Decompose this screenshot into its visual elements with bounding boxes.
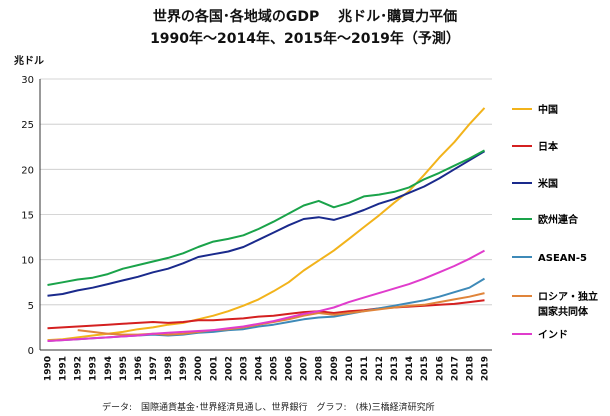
legend-label-usa: 米国 — [538, 177, 558, 190]
x-tick-label: 2008 — [315, 356, 325, 381]
chart-title: 世界の各国･各地域のGDP 兆ドル･購買力平価 — [152, 9, 458, 25]
x-tick-label: 1995 — [119, 356, 129, 381]
legend-label-japan: 日本 — [538, 140, 559, 153]
x-tick-label: 2018 — [465, 356, 475, 381]
x-tick-label: 2002 — [224, 356, 234, 381]
series-lines — [47, 107, 486, 342]
x-tick-label: 1994 — [104, 356, 114, 381]
gridlines — [39, 78, 492, 351]
legend-label-asean: ASEAN-5 — [538, 253, 587, 264]
series-line-4 — [47, 277, 486, 342]
x-tick-label: 2013 — [390, 356, 400, 381]
x-tick-label: 1991 — [59, 356, 69, 381]
x-tick-label: 2005 — [270, 356, 280, 381]
y-tick-label: 5 — [28, 301, 34, 312]
x-tick-label: 1998 — [164, 356, 174, 381]
legend-label-china: 中国 — [538, 103, 558, 116]
x-tick-label: 2017 — [450, 356, 460, 381]
legend-label-eu: 欧州連合 — [538, 213, 579, 226]
x-tick-label: 2014 — [405, 356, 415, 381]
y-axis-label: 兆ドル — [14, 54, 44, 67]
x-tick-label: 2003 — [239, 356, 249, 381]
x-tick-label: 2010 — [345, 356, 355, 381]
x-tick-label: 2009 — [330, 356, 340, 381]
x-tick-label: 2006 — [285, 356, 295, 381]
legend: 中国 日本 米国 欧州連合 ASEAN-5 ロシア・独立 国家共同体 インド — [512, 103, 598, 341]
x-tick-label: 2016 — [435, 356, 445, 381]
x-axis-ticks: 1990 1991 1992 1993 1994 1995 1996 1997 1998 1999… — [44, 356, 491, 381]
x-tick-label: 1992 — [74, 356, 84, 381]
y-tick-label: 30 — [21, 75, 34, 86]
x-tick-label: 1993 — [89, 356, 99, 381]
x-tick-label: 1996 — [134, 356, 144, 381]
series-line-6 — [47, 249, 485, 342]
legend-label-russia-line2: 国家共同体 — [538, 305, 589, 318]
y-tick-label: 25 — [21, 120, 34, 131]
source-footer: データ: 国際通貨基金･世界経済見通し、世界銀行 グラフ: (株)三橋経済研究所 — [102, 403, 435, 413]
x-tick-label: 1990 — [44, 356, 54, 381]
x-tick-label: 2012 — [375, 356, 385, 381]
y-tick-label: 10 — [21, 256, 34, 267]
x-tick-label: 2004 — [254, 356, 264, 381]
chart-subtitle: 1990年～2014年、2015年～2019年（予測） — [150, 31, 460, 47]
x-tick-label: 2000 — [194, 356, 204, 381]
series-line-0 — [47, 107, 486, 342]
y-tick-label: 20 — [21, 165, 34, 176]
legend-label-india: インド — [538, 329, 568, 341]
x-tick-label: 2007 — [300, 356, 310, 381]
x-tick-label: 1997 — [149, 356, 159, 381]
series-line-3 — [47, 149, 485, 286]
series-line-2 — [47, 150, 486, 297]
y-tick-label: 15 — [21, 211, 34, 222]
x-tick-label: 2001 — [209, 356, 219, 381]
x-tick-label: 2019 — [480, 356, 490, 381]
x-tick-label: 2011 — [360, 356, 370, 381]
y-axis-ticks: 0 5 10 15 20 25 30 — [21, 75, 34, 357]
x-tick-label: 1999 — [179, 356, 189, 381]
legend-label-russia-line1: ロシア・独立 — [538, 290, 598, 303]
y-tick-label: 0 — [28, 346, 34, 357]
x-tick-label: 2015 — [420, 356, 430, 381]
